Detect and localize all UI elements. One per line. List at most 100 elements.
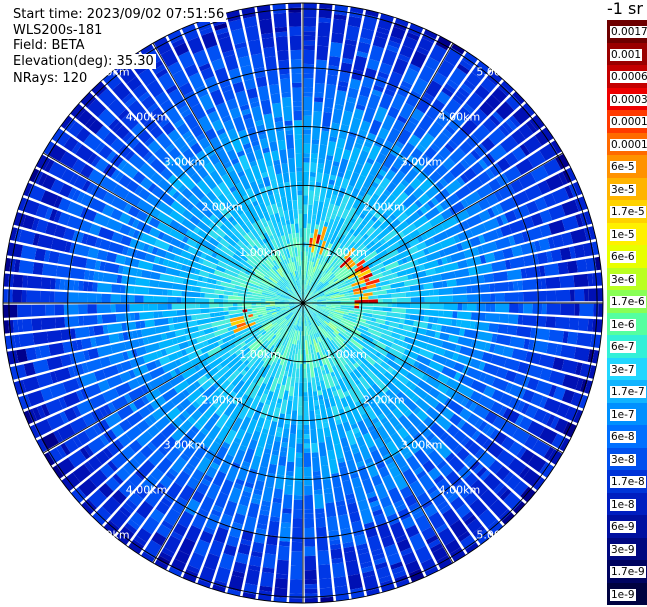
ray-gate <box>403 349 419 360</box>
ray-gate <box>278 311 287 317</box>
ray-gate <box>316 306 331 312</box>
ray-gate <box>292 303 303 313</box>
ray-gate <box>119 371 132 383</box>
ray-gate <box>308 271 315 286</box>
ray-gate <box>497 324 509 334</box>
ray-gate <box>320 596 334 603</box>
ray-gate <box>282 106 293 122</box>
ray-gate <box>570 228 587 244</box>
ray-gate <box>311 305 317 308</box>
ray-gate <box>376 461 386 470</box>
ray-gate <box>277 335 286 349</box>
ray-gate <box>392 207 404 218</box>
ray-gate <box>141 269 152 279</box>
ray-gate <box>184 498 201 516</box>
ray-gate <box>384 345 391 352</box>
ray-gate <box>72 230 85 243</box>
ray-gate <box>382 420 397 437</box>
ray-gate <box>222 383 235 398</box>
ray-gate <box>320 340 327 350</box>
ray-gate <box>49 371 58 384</box>
ray-gate <box>366 362 380 376</box>
ray-gate <box>44 207 53 220</box>
ray-gate <box>304 509 314 514</box>
ray-gate <box>227 216 235 223</box>
ray-gate <box>306 294 315 301</box>
ray-gate <box>365 219 375 230</box>
ray-gate <box>307 304 322 308</box>
ray-gate <box>520 241 537 255</box>
ray-gate <box>396 303 411 308</box>
ray-gate <box>364 278 370 283</box>
ray-gate <box>132 84 148 99</box>
ray-gate <box>438 527 456 546</box>
ray-gate <box>313 290 318 295</box>
ray-gate <box>493 344 505 356</box>
ray-gate <box>330 319 344 329</box>
ray-gate <box>358 376 371 390</box>
ray-gate <box>393 499 405 508</box>
ray-gate <box>188 273 199 281</box>
ray-gate <box>230 359 244 373</box>
ray-gate <box>289 304 299 308</box>
ray-gate <box>391 307 406 314</box>
ray-gate <box>303 300 317 303</box>
ray-gate <box>378 445 390 458</box>
ray-gate <box>361 219 368 227</box>
ray-gate <box>314 83 325 94</box>
ray-gate <box>286 238 290 245</box>
ray-gate <box>269 454 279 465</box>
ray-gate <box>81 233 89 245</box>
ray-gate <box>552 357 565 371</box>
ray-gate <box>248 564 261 572</box>
ray-gate <box>504 152 519 167</box>
ray-gate <box>460 320 471 329</box>
ray-gate <box>403 278 419 287</box>
ray-gate <box>450 496 465 511</box>
ray-gate <box>315 517 326 528</box>
ray-gate <box>229 107 241 119</box>
ray-gate <box>374 75 388 89</box>
ray-gate <box>99 434 110 446</box>
ray-gate <box>261 334 270 343</box>
ray-gate <box>410 147 423 161</box>
ray-gate <box>305 270 308 285</box>
ray-gate <box>293 324 296 330</box>
ray-gate <box>455 277 471 286</box>
ray-gate <box>413 320 428 329</box>
ray-gate <box>92 423 103 436</box>
ray-gate <box>239 416 252 432</box>
ray-gate <box>357 420 369 436</box>
ray-gate <box>253 67 266 79</box>
ray-gate <box>409 229 421 240</box>
ray-gate <box>530 327 536 339</box>
ray-gate <box>462 303 468 311</box>
ray-gate <box>251 305 261 309</box>
ray-gate <box>383 356 390 364</box>
ray-gate <box>318 319 327 328</box>
ray-gate <box>477 171 491 185</box>
ray-gate <box>478 395 495 410</box>
ray-gate <box>290 424 297 435</box>
ray-gate <box>256 124 265 131</box>
ray-gate <box>307 261 312 276</box>
ray-gate <box>334 336 346 348</box>
ray-gate <box>303 77 314 88</box>
ray-gate <box>303 294 307 303</box>
ray-gate <box>505 118 517 131</box>
ray-gate <box>311 281 322 293</box>
ray-gate <box>331 264 340 273</box>
ray-gate <box>260 305 266 308</box>
ray-gate <box>377 390 391 405</box>
ray-gate <box>314 311 319 315</box>
ray-gate <box>288 290 300 300</box>
ray-gate <box>390 266 401 274</box>
ray-gate <box>289 289 300 300</box>
ray-gate <box>315 414 323 429</box>
ray-gate <box>253 245 259 251</box>
ray-gate <box>227 355 234 362</box>
ray-gate <box>545 173 564 191</box>
ray-gate <box>252 378 259 385</box>
ray-gate <box>239 212 249 224</box>
ray-gate <box>203 474 214 483</box>
